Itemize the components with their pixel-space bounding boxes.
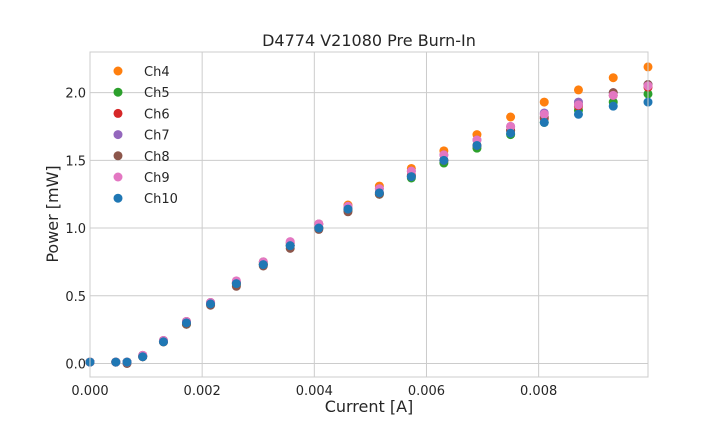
data-point — [111, 357, 121, 367]
legend-marker — [113, 87, 123, 97]
data-point — [573, 85, 583, 95]
data-point — [374, 188, 384, 198]
legend-entry-ch10: Ch10 — [113, 192, 178, 207]
legend-entry-ch5: Ch5 — [113, 86, 170, 101]
data-point — [608, 90, 618, 100]
legend-marker — [113, 172, 123, 182]
data-point — [158, 337, 168, 347]
x-tick-label: 0.000 — [71, 384, 108, 399]
data-point — [573, 100, 583, 110]
legend-entry-ch8: Ch8 — [113, 150, 170, 165]
data-point — [181, 318, 191, 328]
legend-marker — [113, 151, 123, 161]
legend-label: Ch4 — [144, 65, 170, 80]
y-tick-labels: 0.0 0.5 1.0 1.5 2.0 — [65, 87, 86, 373]
data-point — [439, 155, 449, 165]
x-axis-label: Current [A] — [325, 397, 414, 416]
data-point — [285, 241, 295, 251]
legend-entry-ch9: Ch9 — [113, 171, 170, 186]
legend-entry-ch7: Ch7 — [113, 129, 170, 144]
data-point — [122, 357, 132, 367]
data-point — [506, 112, 516, 122]
data-point — [472, 140, 482, 150]
legend: Ch4 Ch5 Ch6 Ch7 Ch8 Ch9 Ch10 — [113, 65, 178, 207]
data-point — [608, 73, 618, 83]
legend-entry-ch4: Ch4 — [113, 65, 170, 80]
data-point — [206, 299, 216, 309]
data-point — [608, 101, 618, 111]
data-point — [539, 97, 549, 107]
chart-title: D4774 V21080 Pre Burn-In — [262, 31, 476, 50]
data-point — [539, 109, 549, 119]
x-tick-label: 0.008 — [520, 384, 557, 399]
x-tick-label: 0.002 — [184, 384, 221, 399]
y-tick-label: 1.5 — [65, 154, 86, 169]
data-point — [406, 172, 416, 182]
legend-marker — [113, 108, 123, 118]
legend-label: Ch6 — [144, 107, 170, 122]
x-tick-label: 0.004 — [296, 384, 333, 399]
plot-border — [89, 51, 649, 378]
data-point — [506, 121, 516, 131]
legend-marker — [113, 130, 123, 140]
legend-label: Ch8 — [144, 150, 170, 165]
data-point — [539, 117, 549, 127]
y-tick-label: 2.0 — [65, 87, 86, 102]
legend-label: Ch10 — [144, 192, 178, 207]
data-point — [258, 260, 268, 270]
legend-label: Ch9 — [144, 171, 170, 186]
series-ch10 — [85, 97, 653, 367]
data-point — [506, 128, 516, 138]
legend-marker — [113, 193, 123, 203]
data-point — [314, 223, 324, 233]
y-tick-label: 1.0 — [65, 222, 86, 237]
y-tick-label: 0.5 — [65, 290, 86, 305]
plot-background — [90, 52, 648, 377]
y-tick-label: 0.0 — [65, 357, 86, 372]
data-point — [138, 352, 148, 362]
legend-marker — [113, 66, 123, 76]
data-point — [231, 279, 241, 289]
x-tick-label: 0.006 — [408, 384, 445, 399]
legend-label: Ch5 — [144, 86, 170, 101]
data-point — [343, 204, 353, 214]
legend-label: Ch7 — [144, 129, 170, 144]
x-tick-labels: 0.000 0.002 0.004 0.006 0.008 — [71, 384, 557, 399]
grid-lines — [89, 52, 648, 377]
legend-entry-ch6: Ch6 — [113, 107, 170, 122]
y-axis-label: Power [mW] — [43, 165, 62, 262]
data-point — [573, 109, 583, 119]
